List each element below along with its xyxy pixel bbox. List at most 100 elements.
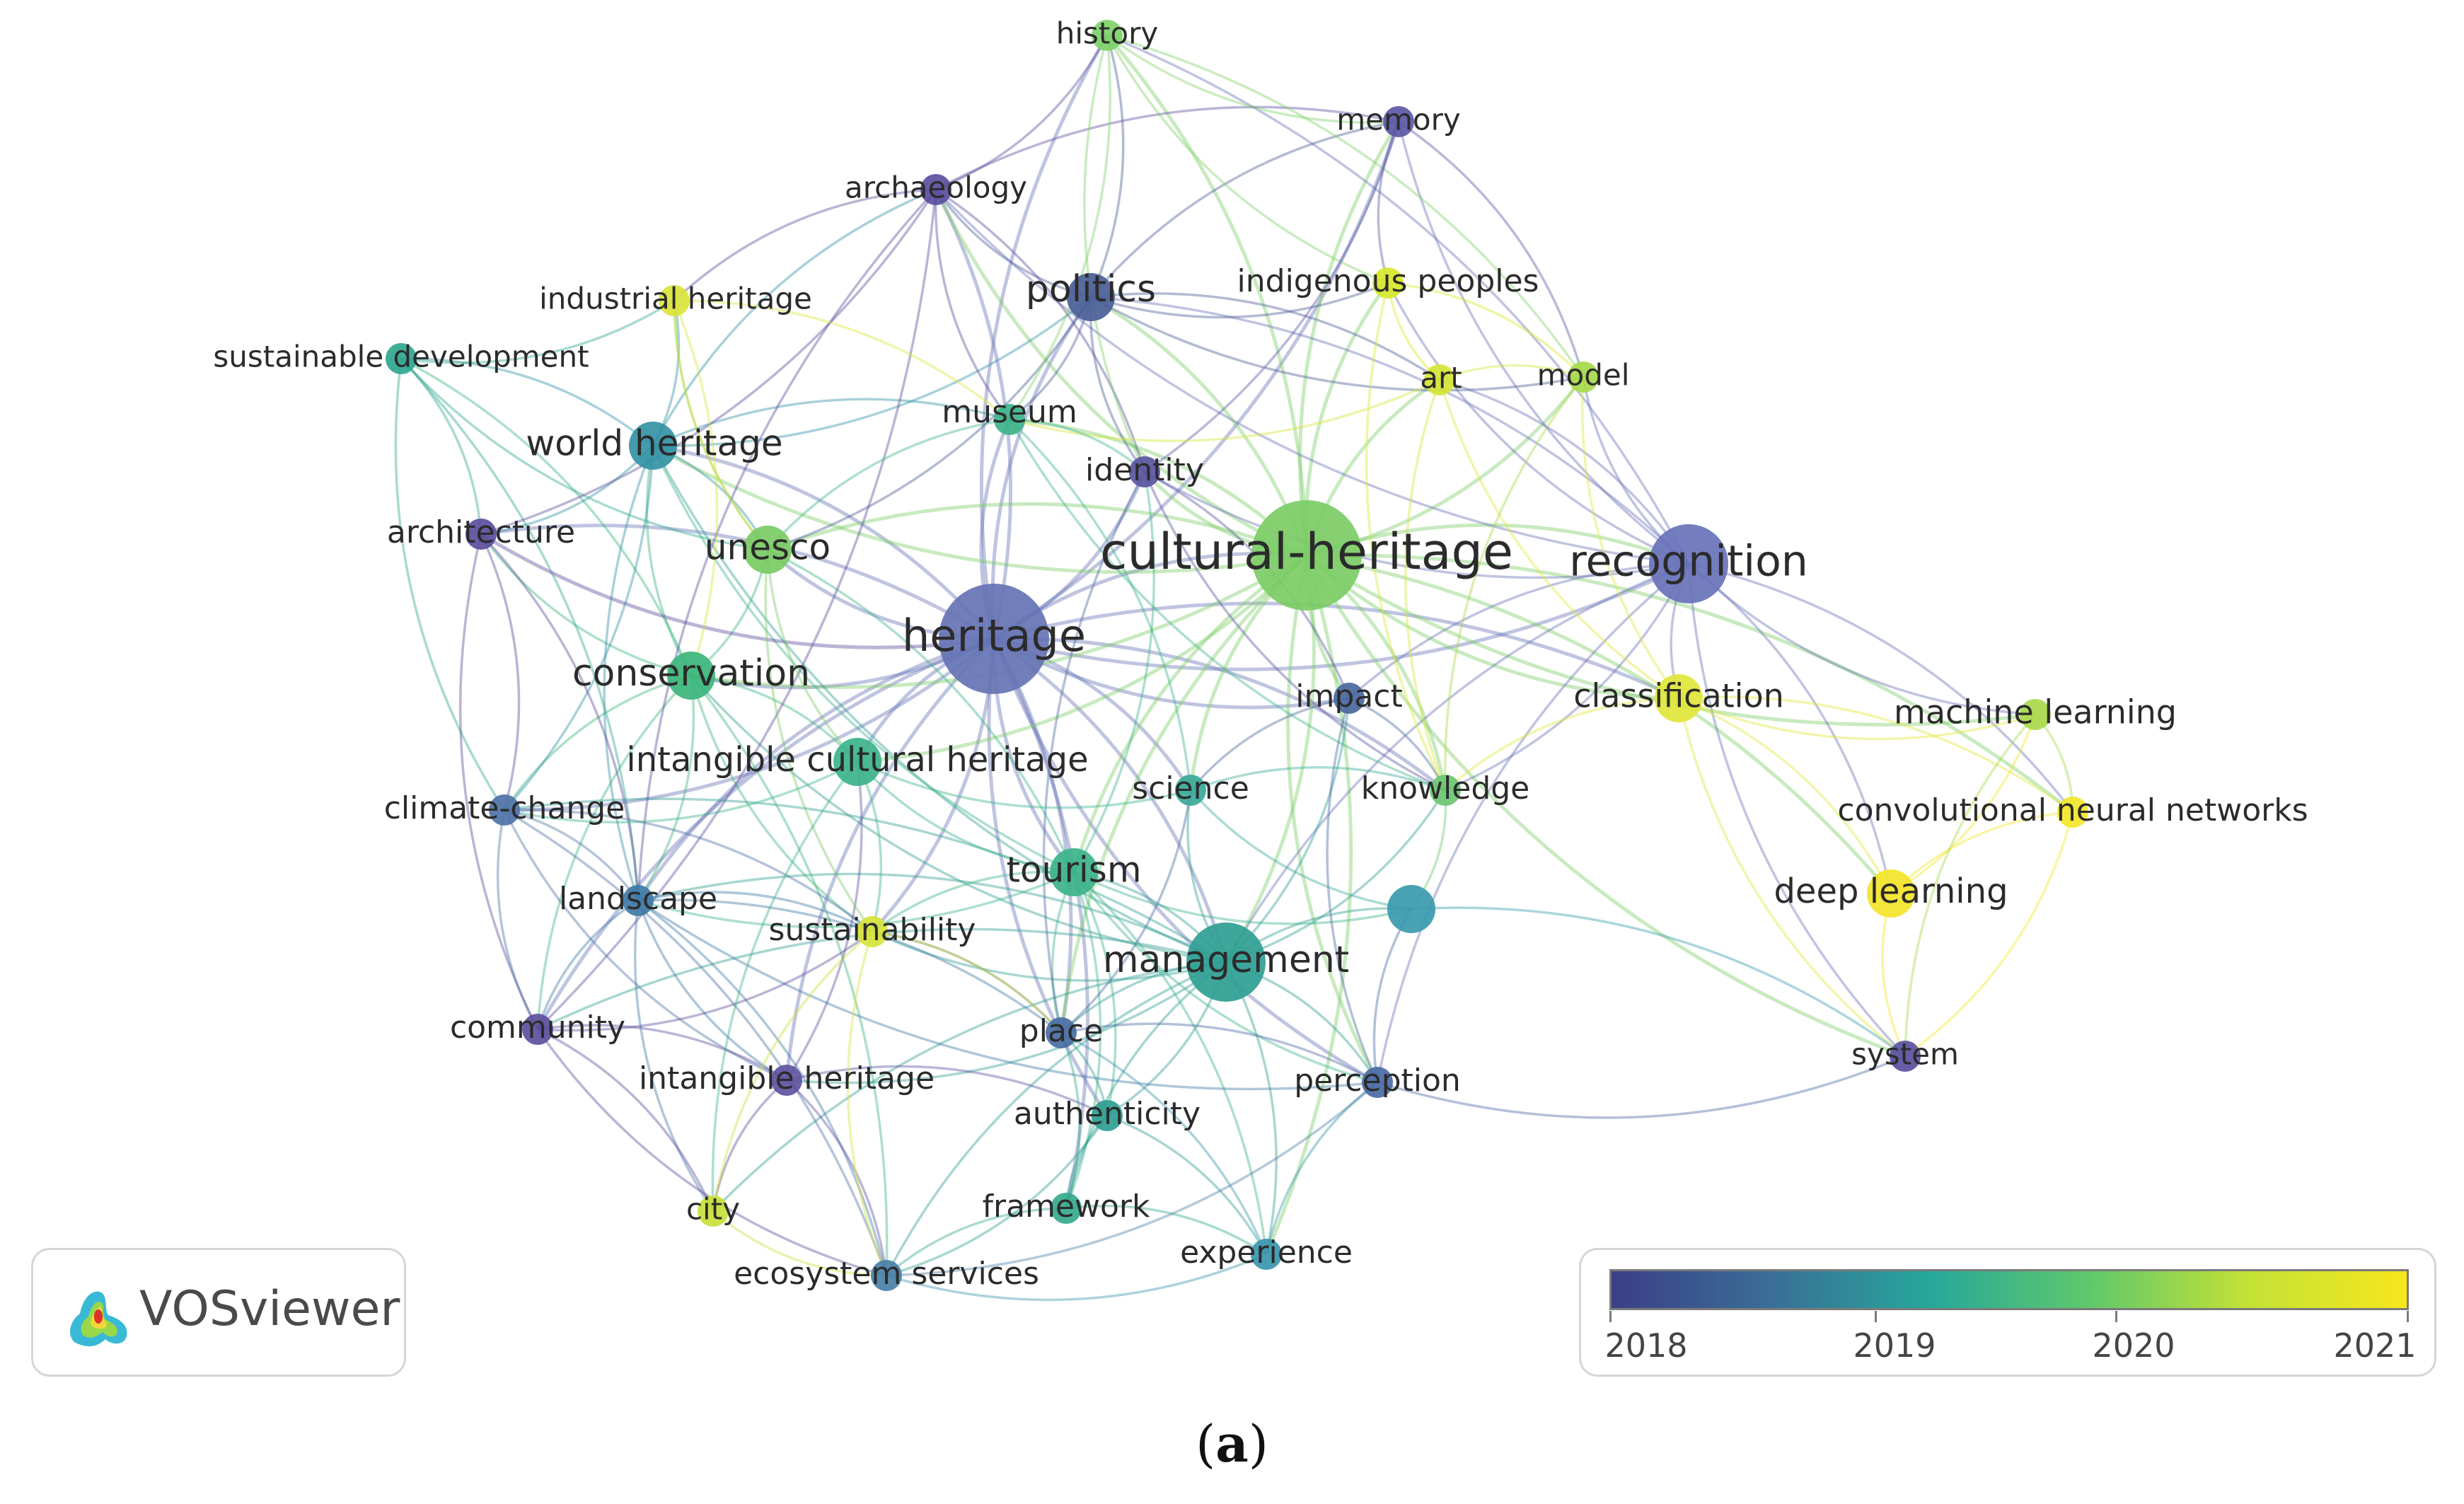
network-edge (1144, 121, 1400, 473)
network-edge (400, 357, 768, 551)
network-edge (1059, 554, 1308, 1034)
node-knowledge[interactable] (1430, 775, 1461, 806)
node-deep-learning[interactable] (1867, 869, 1915, 918)
node-politics[interactable] (1067, 273, 1115, 321)
network-edge (1060, 789, 1192, 1034)
network-edge (645, 445, 693, 676)
node-authenticity[interactable] (1092, 1100, 1123, 1131)
node-recognition[interactable] (1649, 524, 1728, 603)
network-edge (935, 188, 1146, 473)
node-impact[interactable] (1334, 683, 1365, 714)
node-sustainable-development[interactable] (386, 343, 417, 374)
network-edge (1688, 562, 2074, 814)
network-edge (458, 533, 539, 1030)
label-architecture: architecture (387, 514, 575, 550)
figure-caption: (a) (0, 1413, 2464, 1474)
label-museum: museum (942, 394, 1077, 430)
network-edge (872, 930, 1227, 982)
node-intangible-cultural-heritage[interactable] (833, 738, 881, 786)
node-museum[interactable] (994, 404, 1025, 435)
network-edge (652, 296, 1092, 447)
network-edge (504, 808, 874, 933)
network-edge (1072, 871, 1268, 1255)
node-intangible-heritage[interactable] (771, 1065, 802, 1096)
label-place: place (1019, 1013, 1103, 1049)
network-edge (1189, 697, 1350, 792)
network-edge (1881, 893, 1907, 1057)
node-architecture[interactable] (465, 519, 497, 550)
node-climate-change[interactable] (489, 794, 520, 826)
network-edge (637, 891, 873, 933)
node-unesco[interactable] (744, 526, 792, 574)
label-knowledge: knowledge (1361, 770, 1530, 806)
node-machine-learning[interactable] (2020, 699, 2051, 730)
network-edge (1439, 378, 1690, 565)
node-archaeology[interactable] (920, 174, 952, 205)
color-legend: 2018 2019 2020 2021 (1579, 1248, 2436, 1377)
network-edge (480, 532, 995, 649)
node-conservation[interactable] (667, 652, 715, 700)
label-tourism: tourism (1006, 850, 1141, 891)
node-classification[interactable] (1655, 674, 1703, 722)
network-edge (1687, 563, 1907, 1058)
network-edge (1072, 471, 1155, 873)
network-edge (536, 189, 937, 1031)
label-cultural-heritage: cultural-heritage (1100, 523, 1513, 581)
label-perception: perception (1294, 1063, 1461, 1099)
node-art[interactable] (1424, 364, 1455, 395)
node-perception[interactable] (1362, 1067, 1393, 1098)
node-community[interactable] (522, 1014, 553, 1045)
label-ecosystem-services: ecosystem services (734, 1256, 1039, 1292)
network-edge (1106, 35, 1389, 284)
node-ecosystem-services[interactable] (871, 1260, 902, 1291)
node-convolutional-neural-networks[interactable] (2057, 797, 2088, 828)
node-industrial-heritage[interactable] (659, 285, 690, 316)
network-edge (636, 637, 995, 902)
node-experience[interactable] (1251, 1239, 1282, 1270)
node-landscape[interactable] (623, 885, 654, 916)
network-edge (1306, 523, 1689, 566)
label-experience: experience (1180, 1234, 1353, 1271)
network-edge (993, 121, 1401, 641)
node-science[interactable] (1175, 775, 1206, 806)
network-edge (400, 357, 640, 901)
node-cultural-heritage[interactable] (1251, 500, 1362, 611)
node-framework[interactable] (1051, 1193, 1082, 1224)
node-system[interactable] (1890, 1041, 1921, 1072)
label-deep-learning: deep learning (1774, 872, 2008, 911)
network-edge (993, 637, 1447, 792)
network-edge (1106, 34, 1690, 565)
network-edge (504, 809, 640, 902)
network-edge (673, 300, 769, 551)
node-indigenous-peoples[interactable] (1372, 267, 1404, 299)
node-history[interactable] (1092, 20, 1123, 51)
network-edge (885, 961, 1227, 1276)
network-edge (1090, 282, 1389, 319)
node-memory[interactable] (1383, 106, 1414, 137)
network-edge (504, 637, 995, 812)
network-edge (992, 637, 1073, 1034)
node-tourism[interactable] (1050, 848, 1098, 896)
node-world-heritage[interactable] (629, 422, 677, 470)
node-identity[interactable] (1129, 456, 1160, 487)
network-nodes (386, 20, 2088, 1291)
node-city[interactable] (698, 1196, 729, 1227)
node-heritage[interactable] (939, 584, 1049, 694)
network-edge (1678, 697, 2036, 741)
node-unlabeled[interactable] (1387, 885, 1435, 933)
node-management[interactable] (1186, 922, 1266, 1002)
network-edge (1326, 698, 1379, 1083)
network-edge (764, 549, 874, 933)
network-edge (1073, 871, 1412, 925)
network-edge (690, 674, 889, 1276)
label-classification: classification (1573, 677, 1784, 715)
node-model[interactable] (1568, 361, 1599, 393)
network-edge (1438, 379, 1679, 700)
network-edge (1298, 120, 1401, 556)
node-place[interactable] (1046, 1017, 1077, 1048)
network-edge (993, 601, 1680, 700)
network-edge (673, 188, 937, 302)
tick-label-2018: 2018 (1604, 1326, 1688, 1365)
network-edge (872, 930, 1063, 1034)
node-sustainability[interactable] (857, 916, 888, 947)
